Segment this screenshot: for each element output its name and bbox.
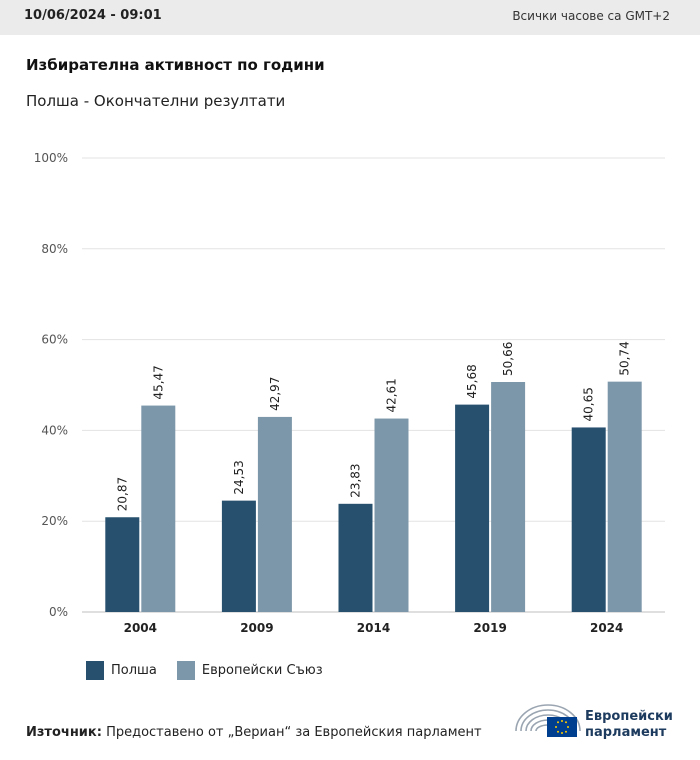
bar xyxy=(141,405,176,612)
legend-label-eu: Европейски Съюз xyxy=(201,663,323,678)
x-tick-label: 2009 xyxy=(240,621,273,635)
source-note: Източник: Предоставено от „Вериан“ за Ев… xyxy=(26,725,482,740)
x-tick-label: 2004 xyxy=(124,621,157,635)
eu-stars-icon xyxy=(555,720,569,734)
legend-label-poland: Полша xyxy=(111,663,157,678)
bar xyxy=(257,416,292,612)
x-tick-label: 2024 xyxy=(590,621,623,635)
timezone-note: Всички часове са GMT+2 xyxy=(512,9,670,23)
bar xyxy=(491,382,526,612)
y-tick-label: 0% xyxy=(49,605,68,619)
data-label: 20,87 xyxy=(115,477,129,511)
data-label: 42,97 xyxy=(268,377,282,411)
y-tick-label: 80% xyxy=(41,242,68,256)
y-tick-label: 100% xyxy=(34,151,68,165)
chart-subtitle: Полша - Окончателни резултати xyxy=(26,92,286,110)
bar xyxy=(338,503,373,612)
bar xyxy=(455,404,490,612)
legend-item-eu: Европейски Съюз xyxy=(176,661,323,680)
legend-swatch-eu xyxy=(176,661,195,680)
bar xyxy=(221,500,256,612)
source-text: Предоставено от „Вериан“ за Европейския … xyxy=(101,725,482,740)
data-label: 45,47 xyxy=(151,365,165,399)
y-tick-label: 20% xyxy=(41,514,68,528)
y-tick-label: 40% xyxy=(41,423,68,437)
data-label: 23,83 xyxy=(349,463,363,497)
data-label: 50,66 xyxy=(501,342,515,376)
data-label: 45,68 xyxy=(465,364,479,398)
x-tick-label: 2014 xyxy=(357,621,390,635)
data-label: 42,61 xyxy=(385,378,399,412)
ep-logo-line1: Европейски xyxy=(585,709,673,724)
top-bar: 10/06/2024 - 09:01 Всички часове са GMT+… xyxy=(0,0,700,35)
data-label: 40,65 xyxy=(582,387,596,421)
data-label: 24,53 xyxy=(232,460,246,494)
legend: Полша Европейски Съюз xyxy=(86,661,343,680)
ep-logo xyxy=(515,704,581,737)
ep-logo-line2: парламент xyxy=(585,725,667,740)
bar-chart: 0% 20% 40% 60% 80% 100% 20,87 45,47 2004 24,53 42,… xyxy=(34,151,665,635)
chart-title: Избирателна активност по години xyxy=(26,56,325,74)
bar xyxy=(571,427,606,612)
y-tick-label: 60% xyxy=(41,333,68,347)
bar xyxy=(105,517,140,612)
ep-logo-text: Европейски парламент xyxy=(585,709,673,741)
timestamp: 10/06/2024 - 09:01 xyxy=(24,8,162,23)
legend-item-poland: Полша xyxy=(86,661,157,680)
legend-swatch-poland xyxy=(86,661,104,680)
data-label: 50,74 xyxy=(618,341,632,375)
source-label: Източник: xyxy=(26,725,102,740)
bar xyxy=(607,381,642,612)
eu-flag-icon xyxy=(547,717,577,737)
x-tick-label: 2019 xyxy=(473,621,506,635)
bar xyxy=(374,418,409,612)
